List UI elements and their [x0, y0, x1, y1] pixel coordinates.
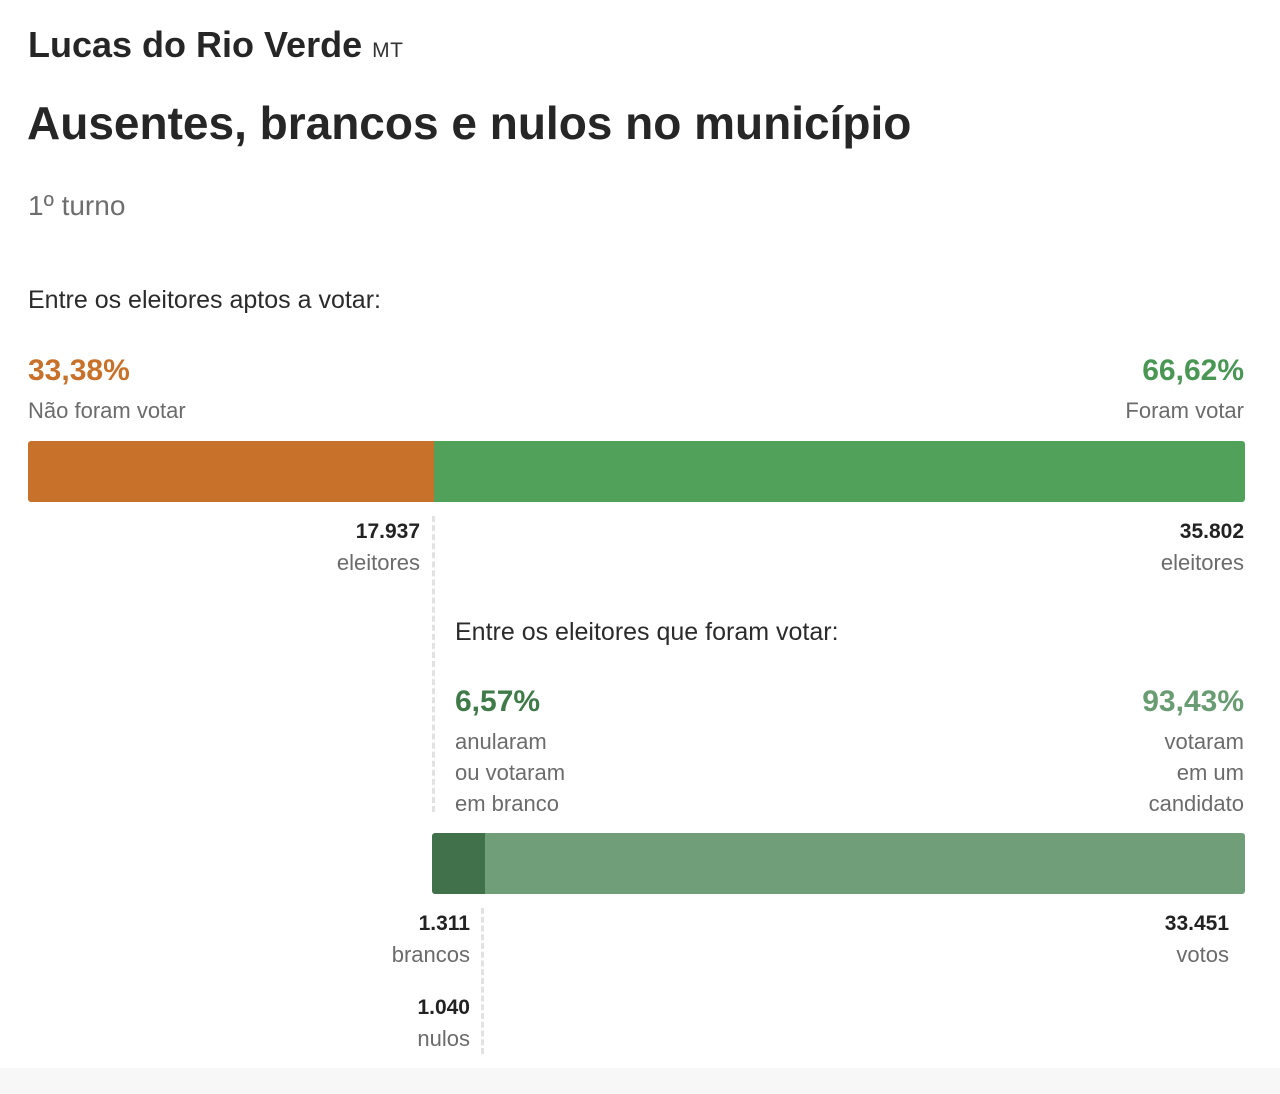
bar-segment-null-blank [432, 833, 486, 894]
count-null-unit: nulos [417, 1026, 470, 1051]
section-label-voters: Entre os eleitores que foram votar: [455, 618, 839, 646]
label-absent: Não foram votar [28, 398, 186, 423]
percent-null-blank: 6,57% [455, 685, 541, 718]
label-candidate-line-3: candidato [1148, 791, 1244, 816]
bar-segment-voted [434, 441, 1245, 502]
count-candidate: 33.451 votos [1165, 908, 1229, 970]
label-null-blank-line-1: anularam [455, 729, 547, 754]
label-null-blank-line-3: em branco [455, 791, 559, 816]
percent-candidate: 93,43% [1142, 685, 1244, 718]
label-null-blank-line-2: ou votaram [455, 760, 566, 785]
divider-dashed-line-2 [481, 908, 484, 1054]
vote-validity-bar [432, 833, 1245, 894]
label-candidate: votaram em um candidato [1149, 726, 1244, 819]
page-title: Ausentes, brancos e nulos no município [27, 97, 912, 149]
footer-band [0, 1068, 1280, 1094]
count-blank-value: 1.311 [418, 912, 470, 935]
bar-segment-candidate [485, 833, 1245, 894]
count-absent-unit: eleitores [336, 550, 420, 575]
label-candidate-line-1: votaram [1164, 729, 1244, 754]
count-absent-value: 17.937 [355, 520, 420, 543]
section-label-eligible: Entre os eleitores aptos a votar: [28, 286, 381, 314]
count-candidate-value: 33.451 [1164, 912, 1229, 935]
count-voted: 35.802 eleitores [1161, 516, 1244, 578]
count-voted-unit: eleitores [1160, 550, 1244, 575]
city-name: Lucas do Rio Verde [28, 24, 363, 65]
count-voted-value: 35.802 [1179, 520, 1244, 543]
count-null: 1.040 nulos [417, 992, 470, 1054]
city-title: Lucas do Rio Verde MT [28, 24, 403, 66]
percent-absent: 33,38% [28, 354, 130, 387]
count-candidate-unit: votos [1176, 942, 1229, 967]
label-voted: Foram votar [1125, 398, 1244, 423]
percent-voted: 66,62% [1142, 354, 1244, 387]
count-null-value: 1.040 [417, 996, 470, 1019]
round-label: 1º turno [28, 190, 126, 221]
count-blank-unit: brancos [391, 942, 470, 967]
bar-segment-absent [28, 441, 435, 502]
label-null-blank: anularam ou votaram em branco [455, 726, 565, 819]
state-code: MT [372, 39, 404, 62]
turnout-bar [28, 441, 1245, 502]
divider-dashed-line [432, 516, 435, 812]
count-blank: 1.311 brancos [392, 908, 470, 970]
count-absent: 17.937 eleitores [337, 516, 420, 578]
label-candidate-line-2: em um [1176, 760, 1244, 785]
